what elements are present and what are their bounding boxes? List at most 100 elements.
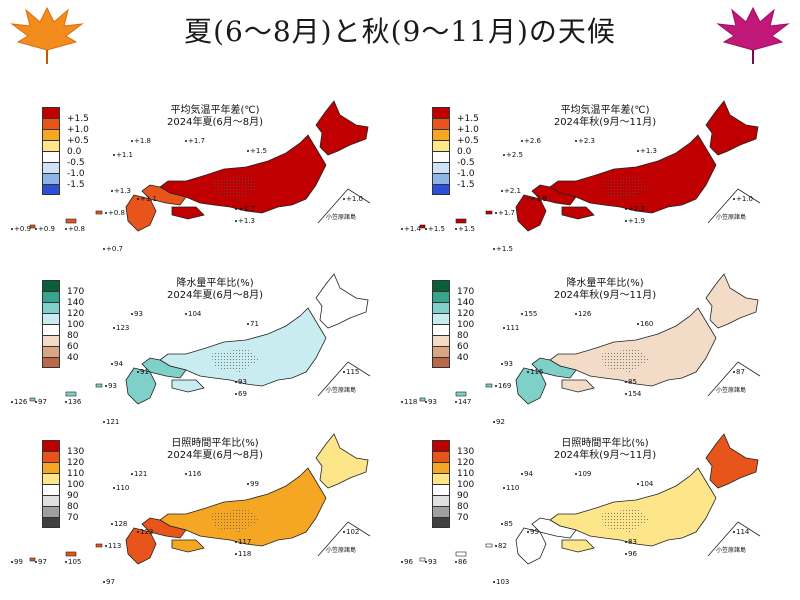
sakishima-island: [29, 557, 36, 562]
legend-swatch: 140: [42, 298, 84, 313]
hatch-overlay: [600, 508, 650, 532]
hatch-overlay: [600, 175, 650, 199]
legend-swatch: +1.5: [42, 114, 89, 129]
station-dot: [503, 487, 505, 489]
ogasawara-inset-frame: [317, 521, 371, 557]
station-value: +1.7: [498, 209, 515, 217]
station-dot: [425, 228, 427, 230]
okinawa-island: [455, 551, 467, 557]
legend-label: +1.0: [67, 125, 89, 135]
legend-label: 80: [67, 502, 79, 512]
station-value: 91: [140, 368, 149, 376]
western-region: [141, 517, 187, 539]
legend-swatch: [42, 107, 60, 118]
ogasawara-inset-frame: [317, 188, 371, 224]
station-dot: [35, 561, 37, 563]
station-value: 102: [346, 528, 359, 536]
station-value: +1.0: [346, 195, 363, 203]
ogasawara-inset-frame: [707, 188, 761, 224]
station-value: 126: [14, 398, 28, 406]
station-dot: [521, 140, 523, 142]
legend-label: 60: [457, 342, 469, 352]
station-value: 123: [140, 528, 153, 536]
legend-swatch: +1.0: [432, 125, 479, 140]
station-dot: [503, 327, 505, 329]
amami-island: [95, 210, 103, 215]
station-dot: [235, 541, 237, 543]
legend-swatch: 80: [42, 331, 78, 346]
station-value: +0.9: [38, 225, 55, 233]
legend-label: +0.5: [67, 136, 89, 146]
legend-label: 110: [457, 469, 475, 479]
legend-label: 130: [67, 447, 85, 457]
station-value: 169: [498, 382, 511, 390]
station-dot: [637, 483, 639, 485]
station-value: 116: [188, 470, 202, 478]
legend-swatch: +1.5: [432, 114, 479, 129]
legend-label: +1.5: [457, 114, 479, 124]
legend: +1.5 +1.0 +0.5 0.0 -0.5 -1.0 -1.5: [42, 107, 89, 195]
station-dot: [103, 581, 105, 583]
station-dot: [185, 473, 187, 475]
legend-swatch: -0.5: [42, 158, 85, 173]
station-value: +0.7: [106, 245, 123, 253]
station-dot: [637, 150, 639, 152]
shikoku-region: [561, 206, 595, 220]
station-value: 154: [628, 390, 642, 398]
station-value: +2.6: [524, 137, 542, 145]
station-dot: [113, 327, 115, 329]
station-dot: [65, 561, 67, 563]
legend-swatch: [432, 107, 450, 118]
hokkaido-region: [315, 433, 369, 489]
legend-label: 90: [67, 491, 79, 501]
station-value: +1.3: [640, 147, 657, 155]
station-dot: [503, 154, 505, 156]
legend-label: 100: [457, 480, 475, 490]
legend-swatch: [432, 440, 450, 451]
map-panel-sun-autumn: 130 120 110 100 90 80 70 日照時間平年比(%) 2024年秋(9月〜11…: [400, 428, 780, 600]
japan-map: 小笠原諸島 121 116 110 99 128 123 117 118 102 113 99 97 10…: [11, 433, 371, 586]
station-value: 93: [238, 378, 247, 386]
ogasawara-label: 小笠原諸島: [716, 546, 746, 554]
station-dot: [733, 371, 735, 373]
station-dot: [493, 581, 495, 583]
legend-label: 80: [457, 502, 469, 512]
kyushu-region: [125, 367, 157, 405]
panel-period: 2024年夏(6月〜8月): [167, 117, 263, 128]
station-value: 110: [116, 484, 129, 492]
station-dot: [103, 421, 105, 423]
station-dot: [637, 323, 639, 325]
station-dot: [247, 483, 249, 485]
station-value: 93: [108, 382, 117, 390]
station-dot: [235, 553, 237, 555]
station-value: +2.1: [504, 187, 521, 195]
station-value: 114: [736, 528, 750, 536]
legend-swatch: 40: [432, 353, 468, 368]
station-dot: [103, 248, 105, 250]
station-dot: [111, 523, 113, 525]
legend-label: 80: [457, 331, 469, 341]
page-title: 夏(6〜8月)と秋(9〜11月)の天候: [184, 15, 616, 48]
hatch-overlay: [210, 508, 260, 532]
legend: 170 140 120 100 80 60 40: [432, 280, 474, 368]
station-value: +1.5: [428, 225, 445, 233]
station-value: 71: [250, 320, 259, 328]
station-dot: [733, 198, 735, 200]
okinawa-island: [455, 391, 467, 397]
legend-swatch: 90: [42, 491, 78, 506]
station-value: 85: [628, 378, 637, 386]
hatch-overlay: [600, 348, 650, 372]
legend-label: -1.5: [67, 180, 85, 190]
okinawa-island: [65, 391, 77, 397]
legend: +1.5 +1.0 +0.5 0.0 -0.5 -1.0 -1.5: [432, 107, 479, 195]
hatch-overlay: [210, 175, 260, 199]
legend: 130 120 110 100 90 80 70: [432, 440, 474, 528]
legend-label: -1.0: [457, 169, 475, 179]
station-dot: [401, 228, 403, 230]
legend-swatch: 120: [42, 458, 84, 473]
legend-label: 100: [67, 320, 85, 330]
hokkaido-region: [315, 273, 369, 329]
legend-label: 170: [67, 287, 85, 297]
station-value: 126: [578, 310, 592, 318]
station-dot: [11, 401, 13, 403]
